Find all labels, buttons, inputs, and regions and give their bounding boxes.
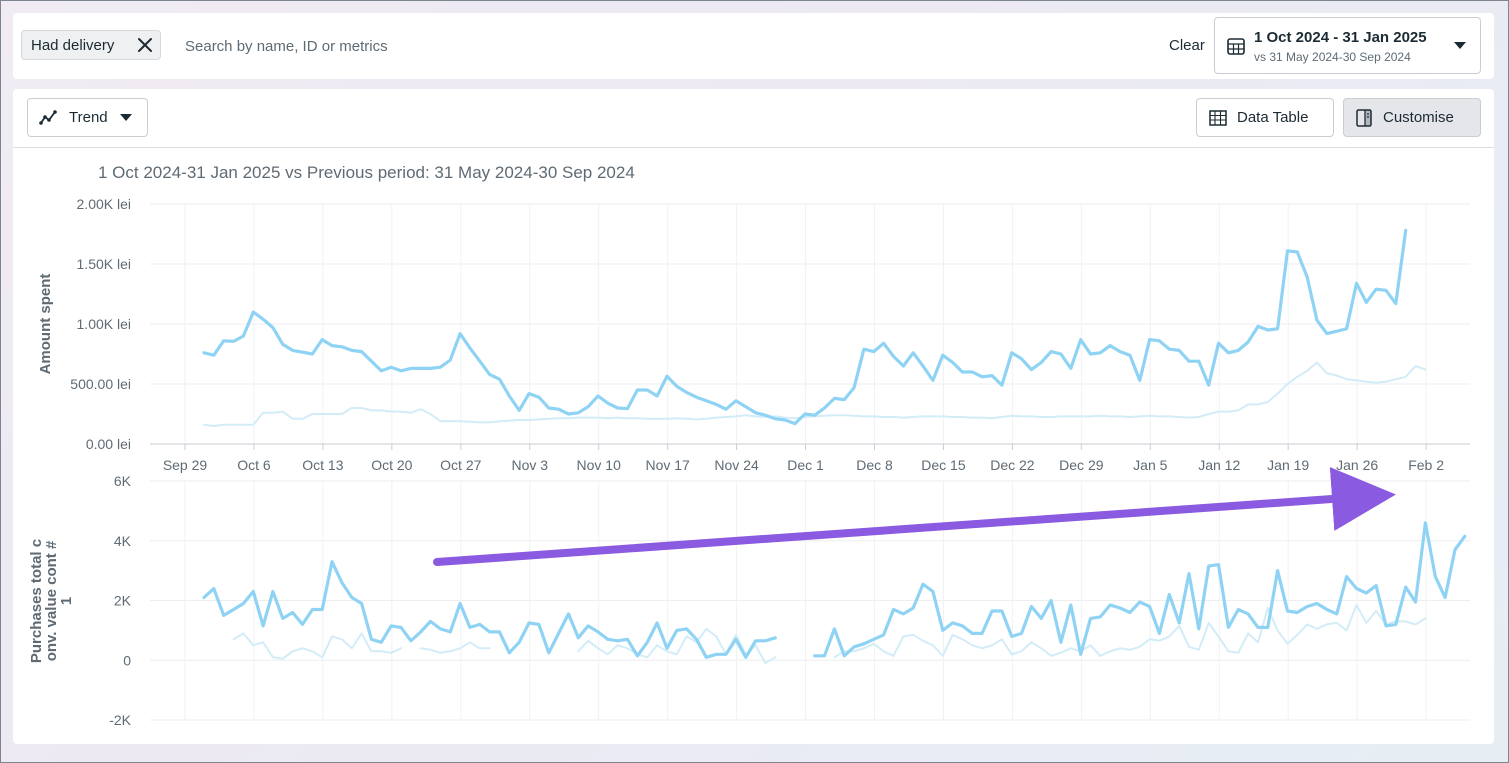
y-axis-label: Purchases total conv. value cont #1 [28, 539, 75, 663]
x-tick-label: Nov 17 [645, 457, 690, 473]
x-tick-label: Jan 12 [1198, 457, 1240, 473]
customise-label: Customise [1383, 109, 1454, 126]
y-tick-label: 4K [114, 533, 132, 549]
date-range-label: 1 Oct 2024 - 31 Jan 2025 [1254, 29, 1427, 46]
x-tick-label: Dec 29 [1059, 457, 1104, 473]
y-tick-label: 6K [114, 473, 132, 489]
clear-button[interactable]: Clear [1169, 37, 1205, 54]
chevron-down-icon [1454, 42, 1466, 49]
y-tick-label: 2.00K lei [77, 196, 131, 212]
close-icon[interactable] [137, 37, 153, 53]
filter-chip-had-delivery[interactable]: Had delivery [21, 30, 161, 60]
series-line-previous [232, 604, 1427, 665]
y-tick-label: 0 [123, 652, 131, 668]
x-tick-label: Nov 10 [577, 457, 622, 473]
y-tick-label: -2K [109, 712, 131, 728]
data-table-button[interactable]: Data Table [1196, 98, 1334, 137]
y-tick-label: 1.00K lei [77, 316, 131, 332]
y-tick-label: 1.50K lei [77, 256, 131, 272]
compare-range-label: vs 31 May 2024-30 Sep 2024 [1254, 50, 1411, 64]
x-tick-label: Dec 15 [921, 457, 966, 473]
chart-title: 1 Oct 2024-31 Jan 2025 vs Previous perio… [98, 163, 635, 182]
x-tick-label: Oct 6 [237, 457, 271, 473]
x-tick-label: Jan 5 [1133, 457, 1167, 473]
x-tick-label: Jan 19 [1267, 457, 1309, 473]
search-input[interactable] [183, 33, 787, 59]
data-table-label: Data Table [1237, 109, 1309, 126]
series-line-current [202, 521, 1467, 659]
trend-line-icon [39, 109, 57, 125]
x-tick-label: Jan 26 [1336, 457, 1378, 473]
chart-purchases-conv-value: -2K 0 2K 4K 6K Purchases total conv. value co… [28, 473, 1470, 728]
x-tick-label: Nov 24 [714, 457, 759, 473]
filter-bar: Had delivery Clear 1 Oct 2024 - 31 Jan 2… [13, 13, 1494, 79]
y-tick-label: 2K [114, 593, 132, 609]
table-icon [1209, 109, 1227, 126]
x-tick-label: Nov 3 [511, 457, 548, 473]
x-tick-label: Dec 22 [990, 457, 1035, 473]
trend-annotation [433, 467, 1396, 566]
arrow-annotation [433, 467, 1396, 566]
chart-amount-spent: 0.00 lei 500.00 lei 1.00K lei 1.50K lei 2.00… [37, 196, 1470, 473]
calendar-icon [1227, 38, 1245, 55]
x-tick-label: Dec 8 [856, 457, 893, 473]
trend-dropdown[interactable]: Trend [27, 98, 148, 137]
x-tick-label: Oct 13 [302, 457, 343, 473]
x-tick-label: Sep 29 [163, 457, 208, 473]
trend-label: Trend [69, 109, 108, 126]
panel-divider [13, 147, 1494, 148]
filter-chip-label: Had delivery [31, 36, 115, 54]
y-tick-label: 0.00 lei [86, 436, 131, 452]
y-tick-label: 500.00 lei [70, 376, 131, 392]
panel-icon [1356, 108, 1372, 127]
x-tick-label: Oct 20 [371, 457, 412, 473]
series-line-current [202, 228, 1408, 426]
y-axis-label: Amount spent [37, 274, 54, 375]
customise-button[interactable]: Customise [1343, 98, 1481, 137]
x-tick-label: Oct 27 [440, 457, 481, 473]
date-range-picker[interactable]: 1 Oct 2024 - 31 Jan 2025 vs 31 May 2024-… [1214, 17, 1481, 74]
x-tick-label: Dec 1 [787, 457, 824, 473]
chevron-down-icon [119, 113, 132, 121]
x-tick-label: Feb 2 [1408, 457, 1444, 473]
